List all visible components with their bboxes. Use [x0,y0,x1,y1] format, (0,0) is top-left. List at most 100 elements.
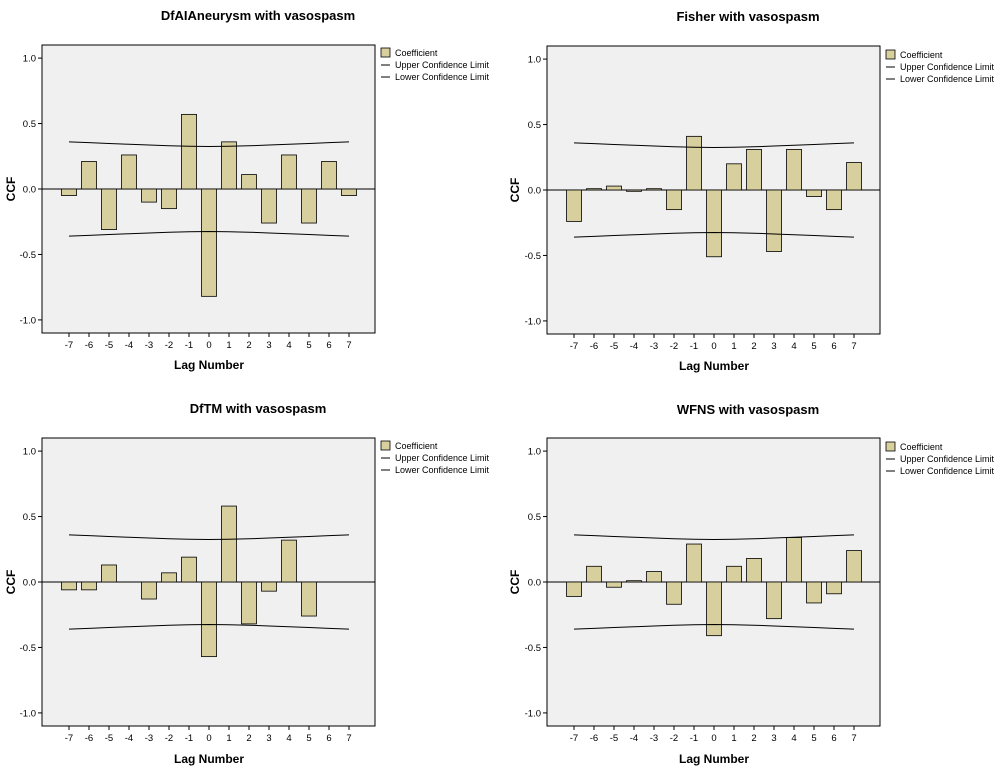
legend-coefficient-label: Coefficient [395,48,438,58]
legend-lower-label: Lower Confidence Limit [395,465,490,475]
ccf-bar [301,581,317,617]
x-tick-label: 7 [346,733,351,744]
y-tick-labels: 1.0 0.5 0.0 -0.5 -1.0 [525,447,547,719]
y-axis-label: CCF [4,570,18,595]
legend-coefficient-label: Coefficient [900,442,943,452]
ccf-bar [241,174,257,190]
ccf-bar [706,581,722,637]
y-tick-label: -0.5 [525,643,541,654]
y-tick-label: -0.5 [525,251,541,262]
x-tick-label: 6 [326,340,331,351]
x-tick-label: -7 [570,733,578,744]
chart-title: Fisher with vasospasm [676,9,819,24]
x-tick-label: -3 [145,733,153,744]
x-tick-label: 4 [286,340,291,351]
legend-lower-label: Lower Confidence Limit [395,72,490,82]
ccf-bar [686,135,702,191]
x-tick-label: 3 [771,341,776,352]
lower-confidence-line [68,624,350,630]
ccf-bar [846,550,862,583]
x-tick-label: -6 [590,341,598,352]
x-tick-label: 1 [731,341,736,352]
ccf-bar [846,162,862,191]
x-tick-labels: -7 -6 -5 -4 -3 -2 -1 0 1 2 3 4 5 6 7 [570,726,857,744]
x-axis-label: Lag Number [679,359,749,373]
x-tick-label: -6 [590,733,598,744]
y-tick-label: -1.0 [20,708,36,719]
ccf-bar [141,581,157,600]
ccf-bar [726,565,742,583]
ccf-bar [586,565,602,583]
x-tick-label: 5 [306,340,311,351]
ccf-bar [301,188,317,224]
x-tick-label: 7 [346,340,351,351]
ccf-bar [746,149,762,191]
x-tick-label: -1 [690,733,698,744]
ccf-bar [341,188,357,196]
x-tick-label: -4 [125,340,133,351]
x-axis-label: Lag Number [174,358,244,372]
ccf-bar [806,189,822,197]
ccf-bar [181,113,197,190]
legend-coefficient-label: Coefficient [395,441,438,451]
x-tick-label: 5 [811,733,816,744]
x-tick-label: -6 [85,340,93,351]
lower-confidence-line [68,231,350,237]
y-tick-label: 0.5 [528,120,541,131]
chart-legend: Coefficient Upper Confidence Limit Lower… [885,49,995,84]
x-tick-label: 1 [226,733,231,744]
x-tick-label: 2 [246,733,251,744]
x-tick-label: -2 [670,733,678,744]
x-tick-label: -3 [650,341,658,352]
x-tick-label: 7 [851,341,856,352]
chart-legend: Coefficient Upper Confidence Limit Lower… [380,47,490,82]
chart-legend: Coefficient Upper Confidence Limit Lower… [885,441,995,476]
legend-coefficient-swatch [380,47,391,58]
legend-upper-label: Upper Confidence Limit [395,60,490,70]
upper-confidence-line [573,534,855,540]
ccf-bar [261,188,277,224]
x-tick-label: 0 [711,341,716,352]
ccf-bar [241,581,257,625]
ccf-bar [181,556,197,583]
y-tick-labels: 1.0 0.5 0.0 -0.5 -1.0 [20,447,42,719]
x-tick-label: 1 [731,733,736,744]
x-tick-label: -6 [85,733,93,744]
y-tick-label: -1.0 [525,708,541,719]
y-tick-label: -1.0 [20,315,36,326]
ccf-bar [81,161,97,190]
ccf-bar [101,188,117,230]
y-tick-label: 1.0 [23,447,36,458]
chart-marks [42,505,375,658]
y-tick-label: 0.5 [23,512,36,523]
x-tick-label: -2 [165,733,173,744]
ccf-bar [261,581,277,592]
ccf-chart-svg: DfAIAneurysm with vasospasm 1.0 0.5 0.0 -0.… [4,8,490,372]
ccf-chart-svg: WFNS with vasospasm 1.0 0.5 0.0 -0.5 -1.0 -7… [508,402,995,766]
ccf-bar [766,189,782,252]
x-axis-label: Lag Number [174,752,244,766]
x-tick-label: 3 [771,733,776,744]
x-tick-label: 5 [306,733,311,744]
ccf-chart-svg: Fisher with vasospasm 1.00.50.0-0.5-1.0 … [508,9,995,373]
ccf-bar [61,581,77,591]
chart-title: DfAIAneurysm with vasospasm [161,8,355,23]
legend-lower-label: Lower Confidence Limit [900,466,995,476]
chart-marks [42,113,375,297]
upper-confidence-line [68,141,350,147]
y-tick-label: 0.0 [528,578,541,589]
x-tick-label: -4 [125,733,133,744]
ccf-bar [786,149,802,191]
x-tick-label: 6 [831,341,836,352]
ccf-bar [766,581,782,620]
x-tick-label: -2 [670,341,678,352]
ccf-bar [141,188,157,203]
ccf-bar [646,188,662,191]
ccf-bar [666,189,682,211]
y-axis-label: CCF [4,177,18,202]
x-tick-labels: -7 -6 -5 -4 -3 -2 -1 0 1 2 3 4 5 6 7 [65,726,352,744]
y-tick-label: -0.5 [20,643,36,654]
ccf-bar [826,189,842,211]
y-tick-label: -1.0 [525,316,541,327]
x-tick-labels: -7 -6 -5 -4 -3 -2 -1 0 1 2 3 4 5 6 7 [65,333,352,351]
